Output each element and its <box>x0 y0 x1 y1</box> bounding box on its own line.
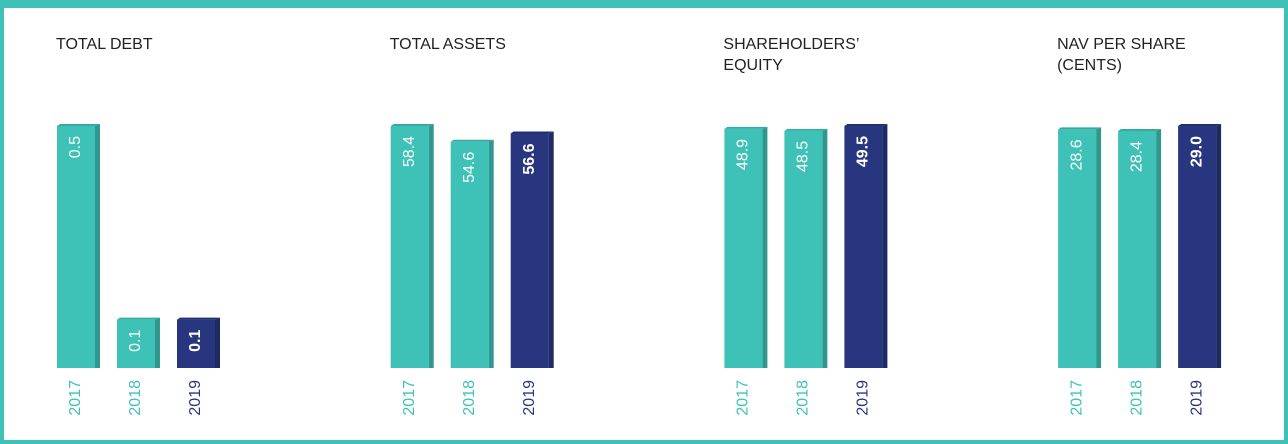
bar-side <box>215 317 220 368</box>
value-label: 49.5 <box>855 136 872 167</box>
bar-side <box>548 131 554 368</box>
value-label: 0.1 <box>187 330 204 352</box>
value-label: 48.5 <box>795 141 812 172</box>
bar-top <box>117 317 160 320</box>
bar <box>177 319 215 368</box>
bar <box>844 126 883 368</box>
value-label: 28.4 <box>1128 141 1145 172</box>
x-tick-label: 2019 <box>1188 380 1205 416</box>
chart-title: SHAREHOLDERS’ EQUITY <box>723 36 859 74</box>
bar-top <box>57 124 100 126</box>
bar-side <box>1096 127 1102 369</box>
x-tick-label: 2019 <box>855 380 872 416</box>
value-label: 29.0 <box>1188 136 1205 167</box>
x-tick-label: 2019 <box>521 380 538 416</box>
bar-top <box>177 317 220 320</box>
bar <box>784 130 823 368</box>
bar <box>1178 126 1217 368</box>
bar-top <box>724 126 768 129</box>
bar-top <box>1118 129 1162 132</box>
bar-side <box>882 124 888 368</box>
value-label: 0.5 <box>67 136 84 158</box>
chart-title: TOTAL DEBT <box>56 36 153 53</box>
x-tick-label: 2018 <box>1128 380 1145 416</box>
bar <box>1118 131 1157 368</box>
bar-side <box>428 124 434 368</box>
bar <box>57 126 95 368</box>
x-tick-label: 2017 <box>735 380 752 416</box>
x-tick-label: 2017 <box>401 380 418 416</box>
x-tick-label: 2017 <box>67 380 84 416</box>
bar-side <box>488 139 494 368</box>
bar-side <box>1216 124 1222 368</box>
x-tick-label: 2018 <box>127 380 144 416</box>
bar-top <box>784 128 828 131</box>
chart-title: TOTAL ASSETS <box>389 36 506 53</box>
bar <box>117 319 155 368</box>
bar-top <box>510 131 554 134</box>
x-tick-label: 2019 <box>187 380 204 416</box>
value-label: 48.9 <box>735 139 752 170</box>
value-label: 0.1 <box>127 330 144 352</box>
bar-side <box>155 317 160 368</box>
x-tick-label: 2017 <box>1068 380 1085 416</box>
bar-side <box>822 128 828 368</box>
bar <box>1058 129 1097 368</box>
bar <box>724 128 763 368</box>
x-tick-label: 2018 <box>795 380 812 416</box>
bar-top <box>844 124 888 126</box>
bar-side <box>762 126 768 368</box>
bar-top <box>1058 127 1102 130</box>
value-label: 54.6 <box>461 152 478 183</box>
bar <box>450 141 489 368</box>
bar-side <box>1156 129 1162 368</box>
bar-side <box>95 124 100 368</box>
bar <box>390 126 429 368</box>
chart-title: NAV PER SHARE (CENTS) <box>1057 36 1186 74</box>
bar-top <box>450 139 494 142</box>
x-tick-label: 2018 <box>461 380 478 416</box>
value-label: 58.4 <box>401 136 418 167</box>
bar-top <box>1178 124 1222 126</box>
value-label: 56.6 <box>521 143 538 174</box>
value-label: 28.6 <box>1068 139 1085 170</box>
bar-top <box>390 124 434 126</box>
bar <box>510 133 549 368</box>
